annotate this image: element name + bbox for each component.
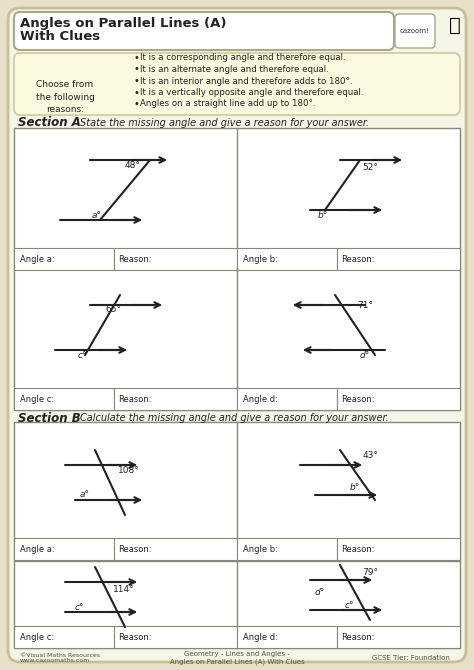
Text: Angle b:: Angle b: xyxy=(243,255,278,263)
Text: d°: d° xyxy=(315,588,325,597)
Text: Section A: Section A xyxy=(18,117,81,129)
Text: GCSE Tier: Foundation: GCSE Tier: Foundation xyxy=(372,655,450,661)
Text: Reason:: Reason: xyxy=(341,545,374,553)
Bar xyxy=(14,561,460,648)
Text: b°: b° xyxy=(350,483,360,492)
Text: Geometry - Lines and Angles -
Angles on Parallel Lines (A) With Clues: Geometry - Lines and Angles - Angles on … xyxy=(170,651,304,665)
FancyBboxPatch shape xyxy=(14,53,460,115)
Bar xyxy=(337,538,460,560)
Bar xyxy=(237,538,337,560)
Text: 79°: 79° xyxy=(362,568,378,577)
Bar xyxy=(14,268,460,410)
Text: 👤: 👤 xyxy=(449,15,461,34)
FancyBboxPatch shape xyxy=(8,8,466,662)
Text: 48°: 48° xyxy=(125,161,141,170)
Text: With Clues: With Clues xyxy=(20,31,100,44)
Text: Reason:: Reason: xyxy=(341,632,374,641)
Text: Angle b:: Angle b: xyxy=(243,545,278,553)
Text: 71°: 71° xyxy=(357,301,373,310)
Text: b°: b° xyxy=(318,211,328,220)
Text: Angles on a straight line add up to 180°.: Angles on a straight line add up to 180°… xyxy=(140,100,316,109)
Text: Angle c:: Angle c: xyxy=(20,632,54,641)
Bar xyxy=(337,626,460,648)
Text: 52°: 52° xyxy=(362,163,378,172)
Text: Section B: Section B xyxy=(18,411,81,425)
Text: 65°: 65° xyxy=(105,305,121,314)
Text: •: • xyxy=(134,88,140,98)
Text: It is an interior angle and therefore adds to 180°.: It is an interior angle and therefore ad… xyxy=(140,76,353,86)
Text: Choose from
the following
reasons:: Choose from the following reasons: xyxy=(36,80,94,114)
Text: c°: c° xyxy=(78,351,88,360)
Text: Angle d:: Angle d: xyxy=(243,395,278,403)
Text: a°: a° xyxy=(92,211,102,220)
Text: Reason:: Reason: xyxy=(118,545,152,553)
Text: Angle c:: Angle c: xyxy=(20,395,54,403)
Text: •: • xyxy=(134,64,140,74)
Bar xyxy=(114,388,237,410)
Text: Reason:: Reason: xyxy=(118,255,152,263)
Bar xyxy=(14,128,460,270)
Bar xyxy=(14,388,114,410)
Text: It is a vertically opposite angle and therefore equal.: It is a vertically opposite angle and th… xyxy=(140,88,364,97)
Text: 43°: 43° xyxy=(363,451,379,460)
Text: Reason:: Reason: xyxy=(118,395,152,403)
Text: •: • xyxy=(134,76,140,86)
Bar xyxy=(237,388,337,410)
Text: c°: c° xyxy=(75,603,84,612)
Bar xyxy=(14,538,114,560)
Text: It is an alternate angle and therefore equal.: It is an alternate angle and therefore e… xyxy=(140,65,329,74)
Bar xyxy=(237,248,337,270)
Bar xyxy=(237,626,337,648)
Text: Reason:: Reason: xyxy=(341,255,374,263)
Text: 108°: 108° xyxy=(118,466,140,475)
Text: Angle d:: Angle d: xyxy=(243,632,278,641)
FancyBboxPatch shape xyxy=(14,12,394,50)
Text: ©Visual Maths Resources
www.cazoomaths.com: ©Visual Maths Resources www.cazoomaths.c… xyxy=(20,653,100,663)
Text: •: • xyxy=(134,99,140,109)
Text: Calculate the missing angle and give a reason for your answer.: Calculate the missing angle and give a r… xyxy=(80,413,389,423)
Bar xyxy=(337,248,460,270)
Text: Angles on Parallel Lines (A): Angles on Parallel Lines (A) xyxy=(20,17,227,29)
Text: d°: d° xyxy=(360,351,370,360)
Text: •: • xyxy=(134,53,140,63)
FancyBboxPatch shape xyxy=(395,14,435,48)
Bar xyxy=(337,388,460,410)
Text: Reason:: Reason: xyxy=(341,395,374,403)
Text: c°: c° xyxy=(345,601,355,610)
Text: a°: a° xyxy=(80,490,90,499)
Text: cazoom!: cazoom! xyxy=(400,28,430,34)
Text: State the missing angle and give a reason for your answer.: State the missing angle and give a reaso… xyxy=(80,118,369,128)
Bar xyxy=(14,422,460,560)
Bar xyxy=(114,626,237,648)
Bar xyxy=(114,248,237,270)
Text: Reason:: Reason: xyxy=(118,632,152,641)
Bar xyxy=(114,538,237,560)
Text: Angle a:: Angle a: xyxy=(20,255,55,263)
Text: Angle a:: Angle a: xyxy=(20,545,55,553)
Text: 114°: 114° xyxy=(113,585,135,594)
Bar xyxy=(14,248,114,270)
Text: It is a corresponding angle and therefore equal.: It is a corresponding angle and therefor… xyxy=(140,54,346,62)
Bar xyxy=(14,626,114,648)
